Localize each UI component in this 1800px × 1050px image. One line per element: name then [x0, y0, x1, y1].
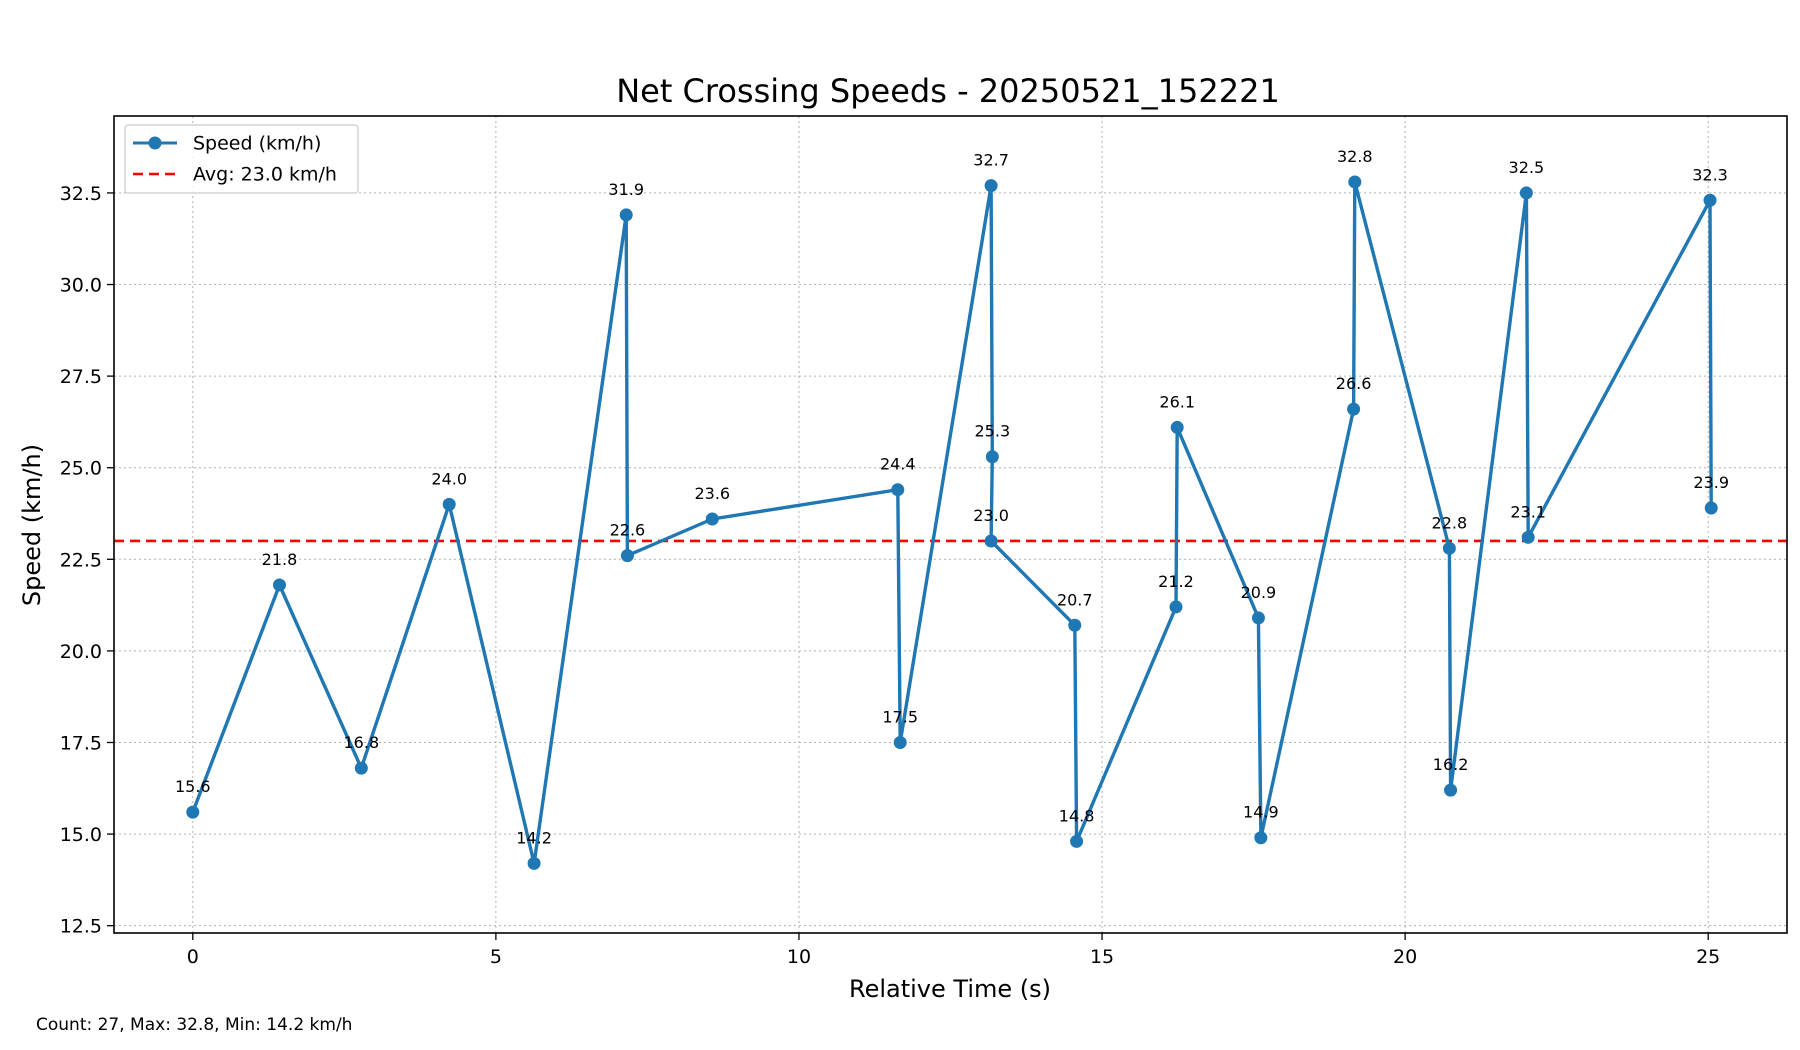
data-label: 15.6	[175, 777, 211, 796]
y-tick-label: 32.5	[60, 183, 102, 205]
data-point	[442, 497, 456, 511]
data-point	[1442, 541, 1456, 555]
data-point	[984, 534, 998, 548]
data-point	[354, 761, 368, 775]
y-tick-label: 22.5	[60, 549, 102, 571]
data-label: 14.2	[516, 828, 552, 847]
legend-speed-label: Speed (km/h)	[193, 133, 321, 155]
y-tick-label: 25.0	[60, 458, 102, 480]
data-label: 32.8	[1337, 147, 1373, 166]
data-point	[891, 483, 905, 497]
data-point	[1704, 501, 1718, 515]
y-tick-label: 17.5	[60, 732, 102, 754]
data-label: 20.9	[1241, 583, 1277, 602]
x-tick-label: 0	[187, 946, 199, 968]
data-point	[1348, 175, 1362, 189]
data-label: 22.8	[1432, 513, 1468, 532]
y-tick-label: 15.0	[60, 824, 102, 846]
x-tick-label: 5	[490, 946, 502, 968]
data-label: 24.0	[431, 469, 467, 488]
chart-title: Net Crossing Speeds - 20250521_152221	[616, 72, 1280, 110]
x-tick-label: 10	[787, 946, 811, 968]
data-point	[1251, 611, 1265, 625]
data-label: 17.5	[882, 707, 918, 726]
data-point	[619, 208, 633, 222]
data-point	[527, 856, 541, 870]
data-point	[1444, 783, 1458, 797]
data-label: 26.6	[1336, 374, 1372, 393]
data-point	[1254, 831, 1268, 845]
data-label: 26.1	[1159, 392, 1195, 411]
x-tick-label: 15	[1090, 946, 1114, 968]
y-axis-label: Speed (km/h)	[18, 444, 46, 606]
data-point	[1703, 193, 1717, 207]
y-tick-label: 12.5	[60, 916, 102, 938]
axis-ticks: 0 5 10 15 20 25 12.5 15.0 17.5 20.0 22.5 25.0 27.5 30…	[60, 183, 1721, 968]
data-label: 20.7	[1057, 590, 1093, 609]
legend-speed-marker	[148, 136, 162, 150]
grid	[114, 116, 1787, 933]
y-tick-label: 20.0	[60, 641, 102, 663]
data-point	[272, 578, 286, 592]
legend: Speed (km/h) Avg: 23.0 km/h	[124, 124, 359, 194]
data-label: 14.8	[1059, 806, 1095, 825]
data-label: 32.5	[1509, 158, 1545, 177]
data-label: 16.2	[1433, 755, 1469, 774]
data-point	[620, 549, 634, 563]
data-label: 31.9	[608, 180, 644, 199]
summary-stats: Count: 27, Max: 32.8, Min: 14.2 km/h	[36, 1015, 353, 1035]
data-point	[1169, 600, 1183, 614]
data-point	[893, 735, 907, 749]
series-speed: 15.6 21.8 16.8 24.0 14.2 31.9 22.6 23.6 24.4 17.5…	[175, 147, 1729, 870]
data-label: 25.3	[975, 422, 1011, 441]
x-tick-label: 25	[1696, 946, 1720, 968]
data-label: 23.6	[694, 484, 730, 503]
y-tick-label: 30.0	[60, 275, 102, 297]
data-point	[1347, 402, 1361, 416]
legend-box	[124, 124, 359, 194]
y-tick-label: 27.5	[60, 366, 102, 388]
data-point	[186, 805, 200, 819]
data-point	[1170, 420, 1184, 434]
data-point	[1521, 530, 1535, 544]
plot-frame	[113, 115, 1788, 934]
x-axis-label: Relative Time (s)	[849, 975, 1051, 1003]
data-point	[1068, 618, 1082, 632]
data-point	[985, 450, 999, 464]
data-label: 32.7	[973, 151, 1009, 170]
data-label: 21.8	[262, 550, 298, 569]
data-point	[984, 179, 998, 193]
data-label: 22.6	[610, 521, 646, 540]
data-label: 32.3	[1692, 165, 1728, 184]
data-label: 21.2	[1158, 572, 1194, 591]
data-label: 23.1	[1510, 502, 1546, 521]
data-label: 24.4	[880, 455, 916, 474]
data-label: 23.0	[973, 506, 1009, 525]
x-tick-label: 20	[1393, 946, 1417, 968]
data-label: 23.9	[1693, 473, 1729, 492]
data-point	[705, 512, 719, 526]
legend-avg-label: Avg: 23.0 km/h	[193, 164, 337, 186]
data-point	[1070, 834, 1084, 848]
data-label: 14.9	[1243, 803, 1279, 822]
data-label: 16.8	[344, 733, 380, 752]
data-point	[1519, 186, 1533, 200]
